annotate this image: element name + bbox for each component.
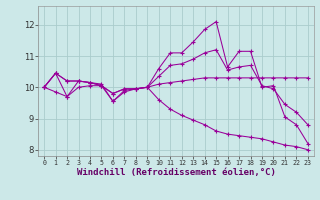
X-axis label: Windchill (Refroidissement éolien,°C): Windchill (Refroidissement éolien,°C)	[76, 168, 276, 177]
